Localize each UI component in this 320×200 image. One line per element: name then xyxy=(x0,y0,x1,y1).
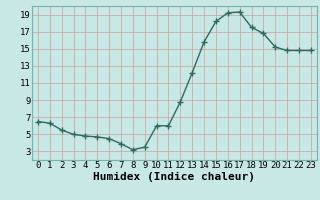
X-axis label: Humidex (Indice chaleur): Humidex (Indice chaleur) xyxy=(93,172,255,182)
